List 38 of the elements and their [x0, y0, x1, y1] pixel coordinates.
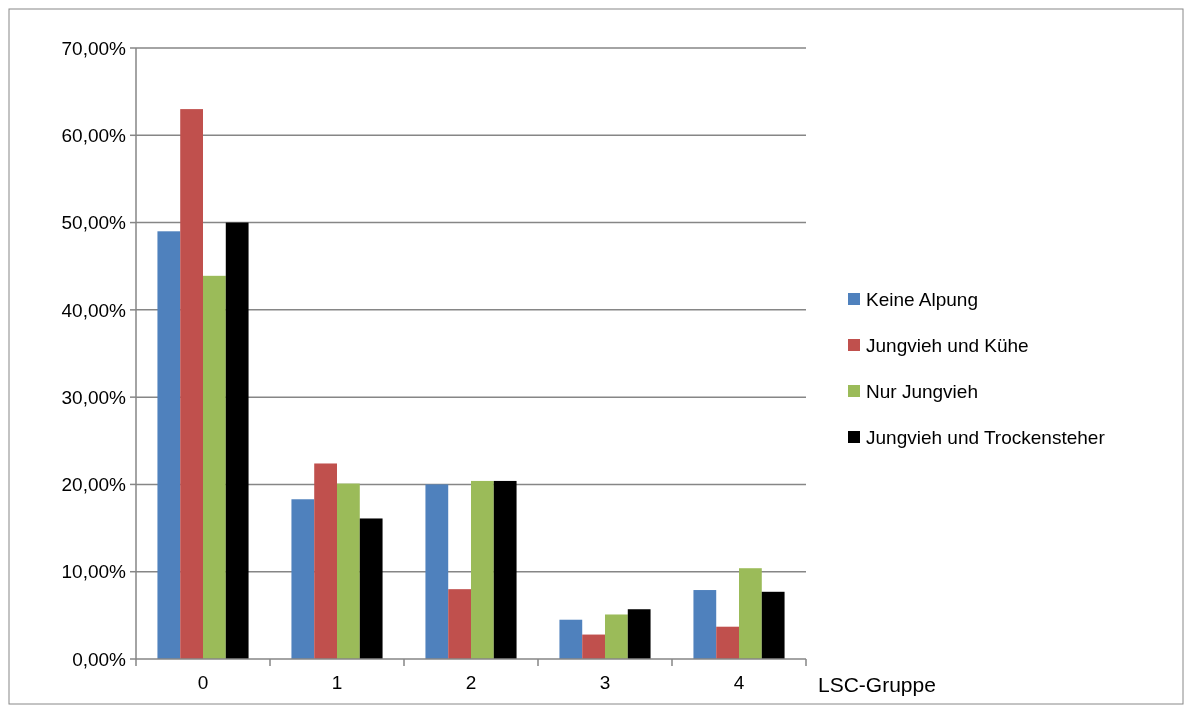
bar: [739, 568, 762, 659]
legend-label: Nur Jungvieh: [866, 380, 978, 402]
x-tick-label: 3: [599, 672, 611, 693]
x-axis-title: LSC-Gruppe: [818, 673, 936, 696]
legend-label: Keine Alpung: [866, 288, 978, 310]
bar: [559, 619, 583, 659]
legend-label: Jungvieh und Kühe: [866, 334, 1029, 356]
bar: [225, 222, 249, 659]
y-tick-label: 0,00%: [72, 648, 127, 670]
bar: [605, 614, 628, 659]
bar: [157, 231, 181, 659]
bar: [471, 480, 494, 659]
y-tick-label: 10,00%: [61, 561, 127, 583]
y-tick-label: 20,00%: [61, 474, 127, 496]
bar: [693, 590, 717, 659]
bar: [716, 626, 739, 659]
bar: [203, 275, 226, 659]
bar: [425, 484, 449, 659]
x-tick-label: 1: [331, 672, 343, 693]
bar: [582, 634, 605, 659]
bar: [359, 518, 383, 659]
bar: [180, 109, 203, 659]
bar: [448, 589, 471, 659]
bar: [761, 591, 785, 659]
y-tick-label: 40,00%: [61, 299, 127, 321]
y-tick-label: 50,00%: [61, 212, 127, 234]
bar: [291, 499, 315, 659]
y-tick-label: 30,00%: [61, 386, 127, 408]
x-tick-label: 4: [733, 672, 745, 693]
bar: [314, 463, 337, 659]
bar: [627, 609, 651, 659]
bar: [493, 480, 517, 659]
legend-label: Jungvieh und Trockensteher: [866, 426, 1106, 448]
y-tick-label: 70,00%: [61, 37, 127, 59]
x-tick-label: 0: [197, 672, 209, 693]
y-tick-label: 60,00%: [61, 124, 127, 146]
x-tick-label: 2: [465, 672, 477, 693]
bar: [337, 483, 360, 659]
